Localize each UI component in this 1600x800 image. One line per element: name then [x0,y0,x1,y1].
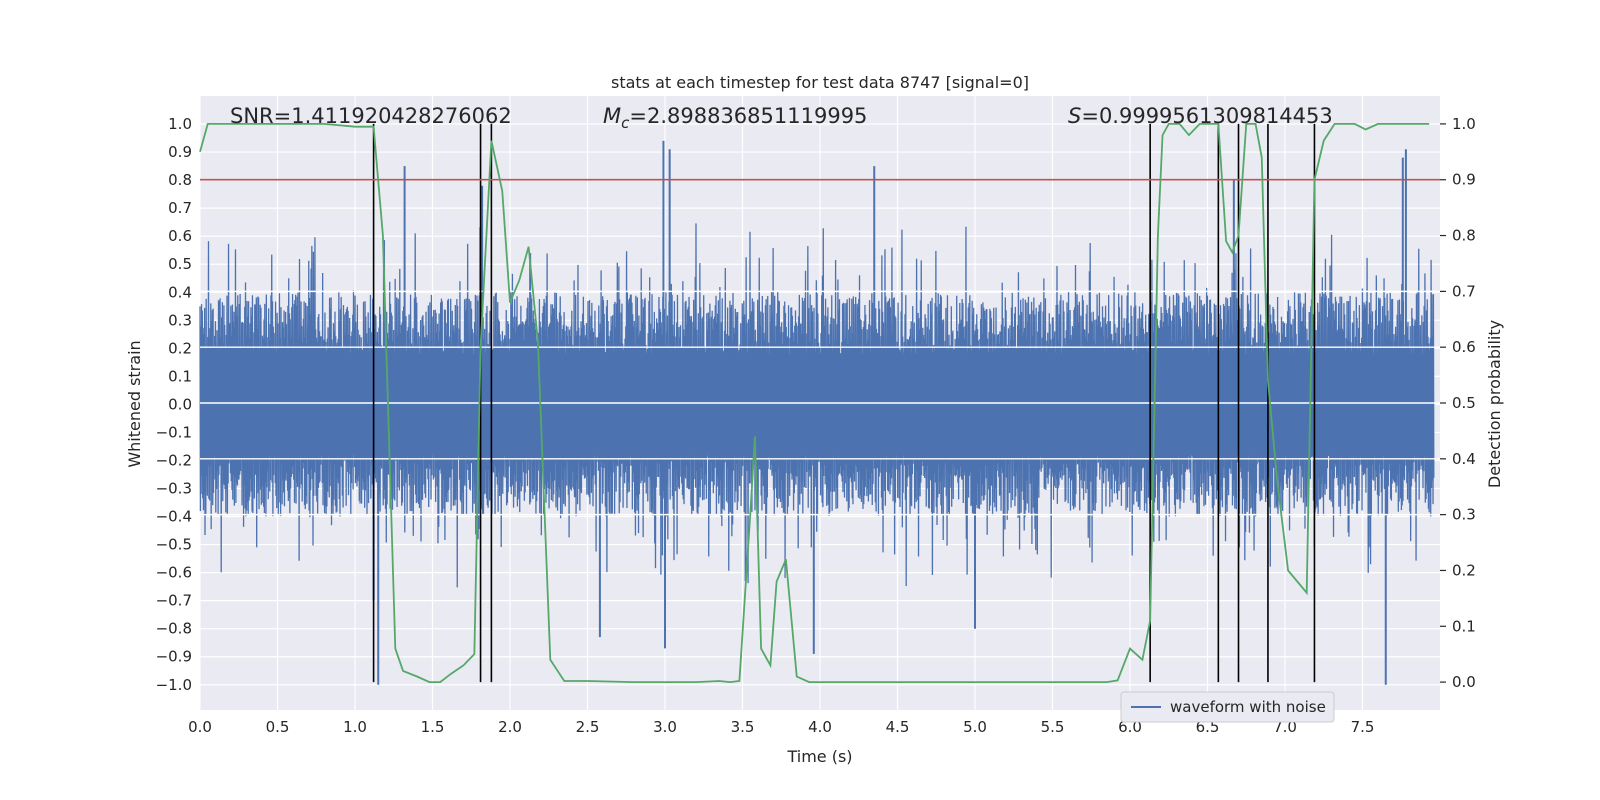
x-tick-label: 3.5 [731,718,755,736]
y-tick-label: 0.8 [168,171,192,189]
y-axis-title: Whitened strain [125,340,144,467]
x-tick-label: 1.5 [421,718,445,736]
mc-annotation: Mc=2.898836851119995 [603,104,867,132]
y-tick-label: −0.9 [156,648,192,666]
y-ticks: 1.0 0.9 0.8 0.7 0.6 0.5 0.4 0.3 0.2 0.1 0.0 −0.1 −0.… [156,115,192,694]
mc-value: =2.898836851119995 [629,104,867,128]
y-tick-label: −0.3 [156,480,192,498]
y2-axis-title: Detection probability [1485,320,1504,488]
y2-tick-label: 0.6 [1452,338,1476,356]
y2-tick-label: 0.0 [1452,673,1476,691]
y-tick-label: −0.7 [156,592,192,610]
y-tick-label: 0.4 [168,283,192,301]
x-tick-label: 4.0 [808,718,832,736]
y-tick-label: 0.5 [168,255,192,273]
y-tick-label: 0.9 [168,143,192,161]
legend-label: waveform with noise [1170,698,1326,716]
y-tick-label: 0.3 [168,311,192,329]
x-tick-label: 2.0 [498,718,522,736]
x-tick-label: 7.5 [1351,718,1375,736]
mc-subscript: c [621,114,630,132]
y-tick-label: 0.0 [168,395,192,413]
x-tick-label: 1.0 [343,718,367,736]
y-tick-label: −0.8 [156,620,192,638]
y-tick-label: −0.5 [156,536,192,554]
s-symbol: S [1068,104,1081,128]
y-tick-label: 0.7 [168,199,192,217]
x-tick-label: 2.5 [576,718,600,736]
y-tick-label: −0.2 [156,451,192,469]
y2-tick-label: 0.1 [1452,617,1476,635]
probability-series [199,123,1430,683]
legend-box [1120,691,1335,723]
probability-line [199,123,1430,683]
x-tick-label: 5.5 [1041,718,1065,736]
x-tick-label: 0.5 [266,718,290,736]
y2-tick-label: 0.7 [1452,282,1476,300]
y2-tick-label: 0.9 [1452,171,1476,189]
legend: waveform with noise [1120,691,1335,723]
x-tick-label: 4.5 [886,718,910,736]
x-tick-label: 3.0 [653,718,677,736]
y-tick-label: 0.6 [168,227,192,245]
y-tick-label: −0.4 [156,508,192,526]
x-tick-label: 5.0 [963,718,987,736]
x-tick-label: 0.0 [188,718,212,736]
s-value: =0.9999561309814453 [1081,104,1332,128]
y-tick-label: 1.0 [168,115,192,133]
snr-annotation: SNR=1.411920428276062 [230,104,512,128]
y2-tick-label: 0.2 [1452,561,1476,579]
y2-tick-label: 0.8 [1452,227,1476,245]
chart-title: stats at each timestep for test data 874… [611,73,1029,92]
s-annotation: S=0.9999561309814453 [1068,104,1333,128]
y-tick-label: −0.1 [156,423,192,441]
y-tick-label: 0.2 [168,339,192,357]
y-tick-label: −1.0 [156,676,192,694]
y2-tick-label: 0.4 [1452,450,1476,468]
x-axis-title: Time (s) [786,747,852,766]
mc-symbol: M [603,104,621,128]
y2-tick-label: 0.3 [1452,506,1476,524]
y2-ticks: 1.0 0.9 0.8 0.7 0.6 0.5 0.4 0.3 0.2 0.1 0.0 [1440,115,1476,691]
y2-tick-label: 0.5 [1452,394,1476,412]
y-tick-label: 0.1 [168,367,192,385]
y-tick-label: −0.6 [156,564,192,582]
white-reference-lines [200,290,1440,516]
waveform-line [199,223,1435,588]
y2-tick-label: 1.0 [1452,115,1476,133]
